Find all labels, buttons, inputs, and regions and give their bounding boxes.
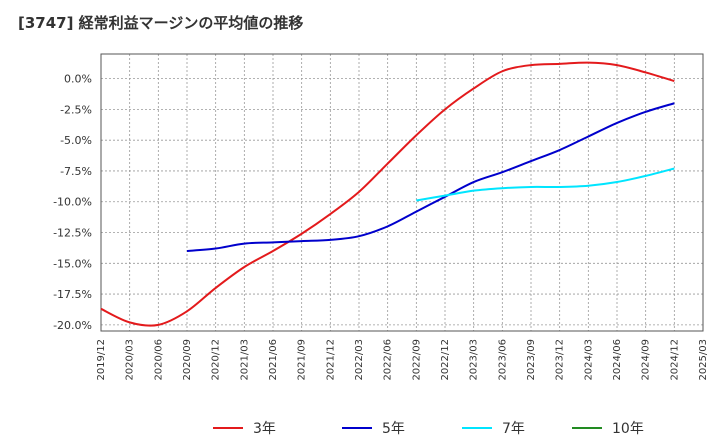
x-tick-label: 2024/06 <box>612 339 623 381</box>
legend-swatch <box>462 427 492 429</box>
y-axis-ticks: 0.0% -2.5% -5.0% -7.5% -10.0% -12.5% -15.0% -17… <box>53 73 92 332</box>
legend-label: 3年 <box>253 421 276 437</box>
y-tick-label: -7.5% <box>60 165 92 178</box>
legend-item-0: 3年 <box>213 418 276 438</box>
y-tick-label: 0.0% <box>64 73 92 86</box>
plot-frame <box>100 53 704 332</box>
x-tick-label: 2019/12 <box>96 339 107 381</box>
legend-swatch <box>213 427 243 429</box>
x-tick-label: 2022/06 <box>383 339 394 381</box>
legend-item-3: 10年 <box>572 418 644 438</box>
legend-label: 5年 <box>382 421 405 437</box>
x-axis-ticks: 2019/12 2020/03 2020/06 2020/09 2020/12 2021/… <box>96 339 709 381</box>
series-line-1 <box>186 102 675 252</box>
x-tick-label: 2024/03 <box>583 339 594 381</box>
x-tick-label: 2024/12 <box>669 339 680 381</box>
legend-label: 7年 <box>502 421 525 437</box>
y-tick-label: -15.0% <box>53 257 92 270</box>
x-tick-label: 2021/12 <box>325 339 336 381</box>
y-tick-label: -20.0% <box>53 319 92 332</box>
y-tick-label: -10.0% <box>53 196 92 209</box>
x-tick-label: 2024/09 <box>641 339 652 381</box>
y-tick-label: -5.0% <box>60 134 92 147</box>
legend-item-1: 5年 <box>342 418 405 438</box>
legend-item-2: 7年 <box>462 418 525 438</box>
x-tick-label: 2022/03 <box>354 339 365 381</box>
y-tick-label: -2.5% <box>60 103 92 116</box>
series-line-2 <box>416 167 675 202</box>
x-tick-label: 2023/06 <box>497 339 508 381</box>
series-line-0 <box>100 61 675 327</box>
x-tick-label: 2020/12 <box>211 339 222 381</box>
legend-swatch <box>572 427 602 429</box>
chart-title: [3747] 経常利益マージンの平均値の推移 <box>18 14 304 32</box>
x-tick-label: 2020/06 <box>153 339 164 381</box>
y-tick-label: -12.5% <box>53 227 92 240</box>
x-tick-label: 2023/03 <box>469 339 480 381</box>
x-tick-label: 2023/12 <box>555 339 566 381</box>
x-tick-label: 2021/09 <box>297 339 308 381</box>
x-tick-label: 2020/03 <box>125 339 136 381</box>
grid-lines <box>100 54 704 331</box>
x-tick-label: 2020/09 <box>182 339 193 381</box>
x-tick-label: 2022/09 <box>411 339 422 381</box>
legend-label: 10年 <box>612 421 644 437</box>
series-lines <box>100 61 675 327</box>
x-tick-label: 2023/09 <box>526 339 537 381</box>
x-tick-label: 2021/03 <box>239 339 250 381</box>
x-tick-label: 2021/06 <box>268 339 279 381</box>
x-tick-label: 2025/03 <box>698 339 709 381</box>
legend-swatch <box>342 427 372 429</box>
x-tick-label: 2022/12 <box>440 339 451 381</box>
y-tick-label: -17.5% <box>53 288 92 301</box>
